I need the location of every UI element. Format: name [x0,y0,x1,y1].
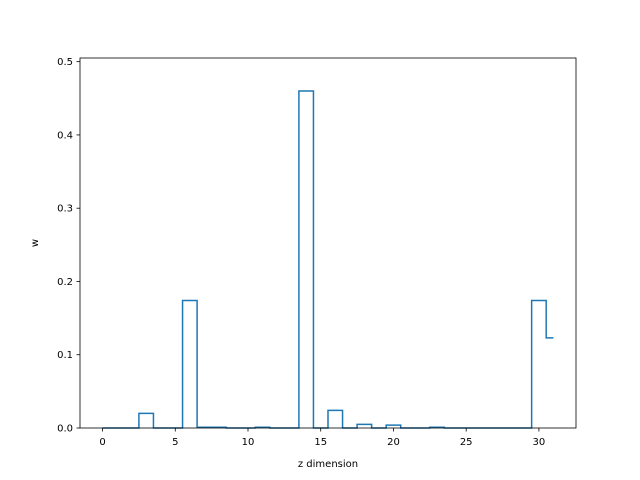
plot-frame [79,57,577,429]
y-axis-label: w [30,239,41,247]
y-tick-label: 0.0 [57,424,73,435]
x-axis-label: z dimension [298,459,358,470]
x-tick-label: 25 [460,437,473,448]
x-tick-label: 0 [99,437,105,448]
y-tick-label: 0.5 [57,57,73,68]
y-tick-label: 0.4 [57,130,73,141]
x-tick-label: 15 [314,437,327,448]
x-tick-label: 10 [242,437,255,448]
x-tick-label: 20 [387,437,400,448]
y-axis-ticks: 0.0 0.1 0.2 0.3 0.4 0.5 [57,57,80,435]
x-axis-ticks: 0 5 10 15 20 25 30 [99,428,545,448]
x-tick-label: 5 [172,437,178,448]
y-tick-label: 0.3 [57,204,73,215]
y-tick-label: 0.1 [57,350,73,361]
x-tick-label: 30 [533,437,546,448]
y-tick-label: 0.2 [57,277,73,288]
